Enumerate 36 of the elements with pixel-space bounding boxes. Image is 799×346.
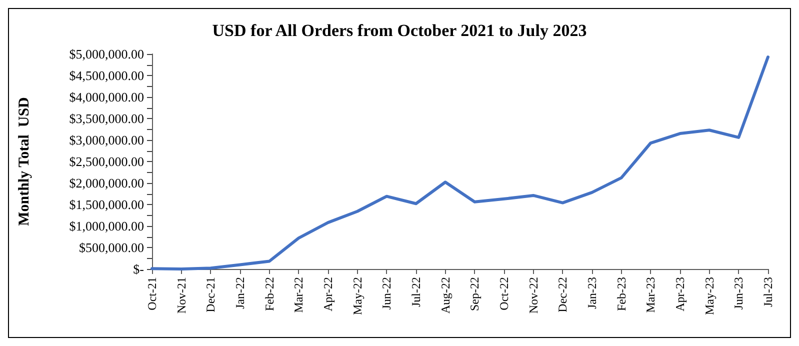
x-tick-label: Aug-22	[438, 277, 452, 314]
y-tick-label: $2,500,000.00	[69, 154, 144, 169]
line-series	[150, 56, 770, 270]
y-tick-label: $3,000,000.00	[69, 132, 144, 148]
y-tick-label: $4,500,000.00	[69, 68, 144, 83]
chart-title: USD for All Orders from October 2021 to July 2023	[212, 21, 587, 40]
x-tick-label: Jan-23	[585, 277, 599, 309]
x-tick-label: Jul-23	[761, 277, 775, 307]
x-tick-label: Jan-22	[233, 277, 247, 309]
y-tick-label: $500,000.00	[79, 240, 144, 255]
y-tick-label: $1,500,000.00	[69, 197, 144, 212]
y-tick-label: $3,500,000.00	[69, 111, 144, 126]
x-tick-label: Jul-22	[409, 277, 423, 307]
x-tick-label: Dec-22	[556, 277, 570, 312]
x-tick-label: Oct-21	[145, 277, 159, 310]
y-tick-label: $5,000,000.00	[69, 46, 144, 62]
x-tick-label: May-23	[702, 277, 716, 315]
x-tick-label: Mar-22	[292, 277, 306, 313]
x-tick-label: Oct-22	[497, 277, 511, 310]
x-tick-label: Apr-22	[321, 277, 335, 312]
y-tick-label: $-	[133, 262, 144, 276]
x-tick-label: Nov-21	[174, 277, 188, 314]
x-tick-label: Apr-23	[673, 277, 687, 312]
x-tick-label: Sep-22	[468, 277, 482, 311]
x-tick-label: Jun-23	[732, 277, 746, 310]
y-tick-label: $1,000,000.00	[69, 218, 144, 234]
x-tick-label: Feb-23	[614, 277, 628, 311]
y-tick-label: $2,000,000.00	[69, 176, 144, 190]
y-tick-label: $4,000,000.00	[69, 90, 144, 104]
x-tick-label: Nov-22	[526, 277, 540, 314]
x-tick-label: May-22	[350, 277, 364, 315]
y-axis-title: Monthly Total USD	[16, 96, 32, 226]
x-tick-label: Feb-22	[262, 277, 276, 311]
x-tick-label: Dec-21	[204, 277, 218, 312]
x-tick-label: Jun-22	[380, 277, 394, 310]
x-tick-label: Mar-23	[644, 277, 658, 313]
